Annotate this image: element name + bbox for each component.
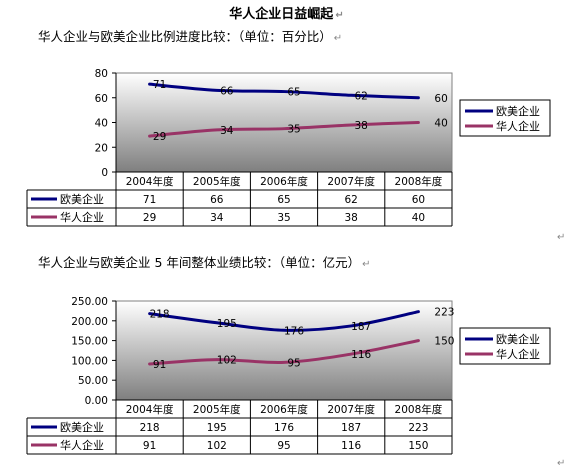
page-title: 华人企业日益崛起 ↵ <box>229 7 344 22</box>
x-category-label: 2006年度 <box>260 403 308 416</box>
data-label: 150 <box>434 336 454 348</box>
data-label: 176 <box>284 325 304 337</box>
paragraph-mark-icon: ↵ <box>557 232 566 243</box>
y-tick-label: 20 <box>95 142 108 154</box>
table-series-name: 华人企业 <box>60 210 104 224</box>
table-cell: 218 <box>140 422 160 434</box>
data-label: 91 <box>153 359 166 371</box>
table-cell: 38 <box>345 212 358 224</box>
data-label: 29 <box>153 131 166 143</box>
table-cell: 102 <box>207 440 227 452</box>
y-tick-label: 0.00 <box>85 395 108 407</box>
legend-label: 欧美企业 <box>496 104 540 118</box>
table-cell: 223 <box>408 422 428 434</box>
data-label: 116 <box>351 349 371 361</box>
legend-label: 欧美企业 <box>496 332 540 346</box>
x-category-label: 2004年度 <box>126 175 174 188</box>
series-line-1 <box>148 339 420 366</box>
data-label: 95 <box>287 357 300 369</box>
table-cell: 91 <box>143 440 156 452</box>
data-label: 218 <box>150 309 170 321</box>
table-cell: 66 <box>210 194 224 206</box>
y-tick-label: 80 <box>95 68 108 80</box>
legend-label: 华人企业 <box>496 347 540 361</box>
x-category-label: 2006年度 <box>260 175 308 188</box>
table-cell: 187 <box>341 422 361 434</box>
y-tick-label: 200.00 <box>71 316 108 328</box>
data-label: 60 <box>434 93 447 105</box>
legend-label: 华人企业 <box>496 119 540 133</box>
table-cell: 60 <box>412 194 425 206</box>
paragraph-mark-icon: ↵ <box>333 33 343 44</box>
table-cell: 71 <box>143 194 156 206</box>
x-category-label: 2008年度 <box>395 175 443 188</box>
y-tick-label: 250.00 <box>71 296 108 308</box>
data-label: 35 <box>287 124 300 136</box>
x-category-label: 2007年度 <box>327 403 375 416</box>
table-cell: 35 <box>277 212 290 224</box>
x-category-label: 2007年度 <box>327 175 375 188</box>
data-label: 38 <box>355 120 368 132</box>
legend <box>459 99 551 137</box>
data-label: 223 <box>434 307 454 319</box>
table-series-name: 华人企业 <box>60 438 104 452</box>
data-label: 65 <box>287 87 300 99</box>
x-category-label: 2004年度 <box>126 403 174 416</box>
data-label: 66 <box>220 85 234 97</box>
table-series-name: 欧美企业 <box>60 420 104 434</box>
x-category-label: 2005年度 <box>193 175 241 188</box>
table-cell: 34 <box>210 212 224 224</box>
paragraph-mark-icon: ↵ <box>335 10 344 21</box>
table-cell: 40 <box>412 212 425 224</box>
y-tick-label: 60 <box>95 93 108 105</box>
y-tick-label: 100.00 <box>71 355 108 367</box>
table-cell: 195 <box>207 422 227 434</box>
series-line-1 <box>148 121 420 138</box>
data-label: 34 <box>220 125 234 137</box>
data-label: 187 <box>351 321 371 333</box>
data-label: 195 <box>217 318 237 330</box>
legend <box>459 327 551 365</box>
series-line-0 <box>148 82 420 100</box>
data-label: 62 <box>355 90 368 102</box>
table-cell: 176 <box>274 422 294 434</box>
x-category-label: 2008年度 <box>395 403 443 416</box>
data-label: 102 <box>217 355 237 367</box>
subtitle-percentage: 华人企业与欧美企业比例进度比较：（单位：百分比） ↵ <box>38 29 343 44</box>
paragraph-mark-icon: ↵ <box>362 259 371 270</box>
y-tick-label: 150.00 <box>71 336 108 348</box>
y-tick-label: 0 <box>101 167 108 179</box>
table-cell: 62 <box>345 194 358 206</box>
series-line-0 <box>148 310 420 332</box>
table-series-name: 欧美企业 <box>60 192 104 206</box>
table-cell: 116 <box>341 440 361 452</box>
data-label: 71 <box>153 79 166 91</box>
data-label: 40 <box>434 118 447 130</box>
table-cell: 95 <box>277 440 290 452</box>
x-category-label: 2005年度 <box>193 403 241 416</box>
y-tick-label: 40 <box>95 118 108 130</box>
subtitle-performance: 华人企业与欧美企业 5 年间整体业绩比较：（单位：亿元） ↵ <box>38 255 371 270</box>
table-cell: 65 <box>277 194 290 206</box>
table-cell: 29 <box>143 212 156 224</box>
table-cell: 150 <box>408 440 428 452</box>
chart-performance: 0.00 50.00 100.00 150.00 200.00 250.00 218 195 1… <box>26 296 551 455</box>
paragraph-mark-icon: ↵ <box>557 458 566 469</box>
y-tick-label: 50.00 <box>78 375 108 387</box>
